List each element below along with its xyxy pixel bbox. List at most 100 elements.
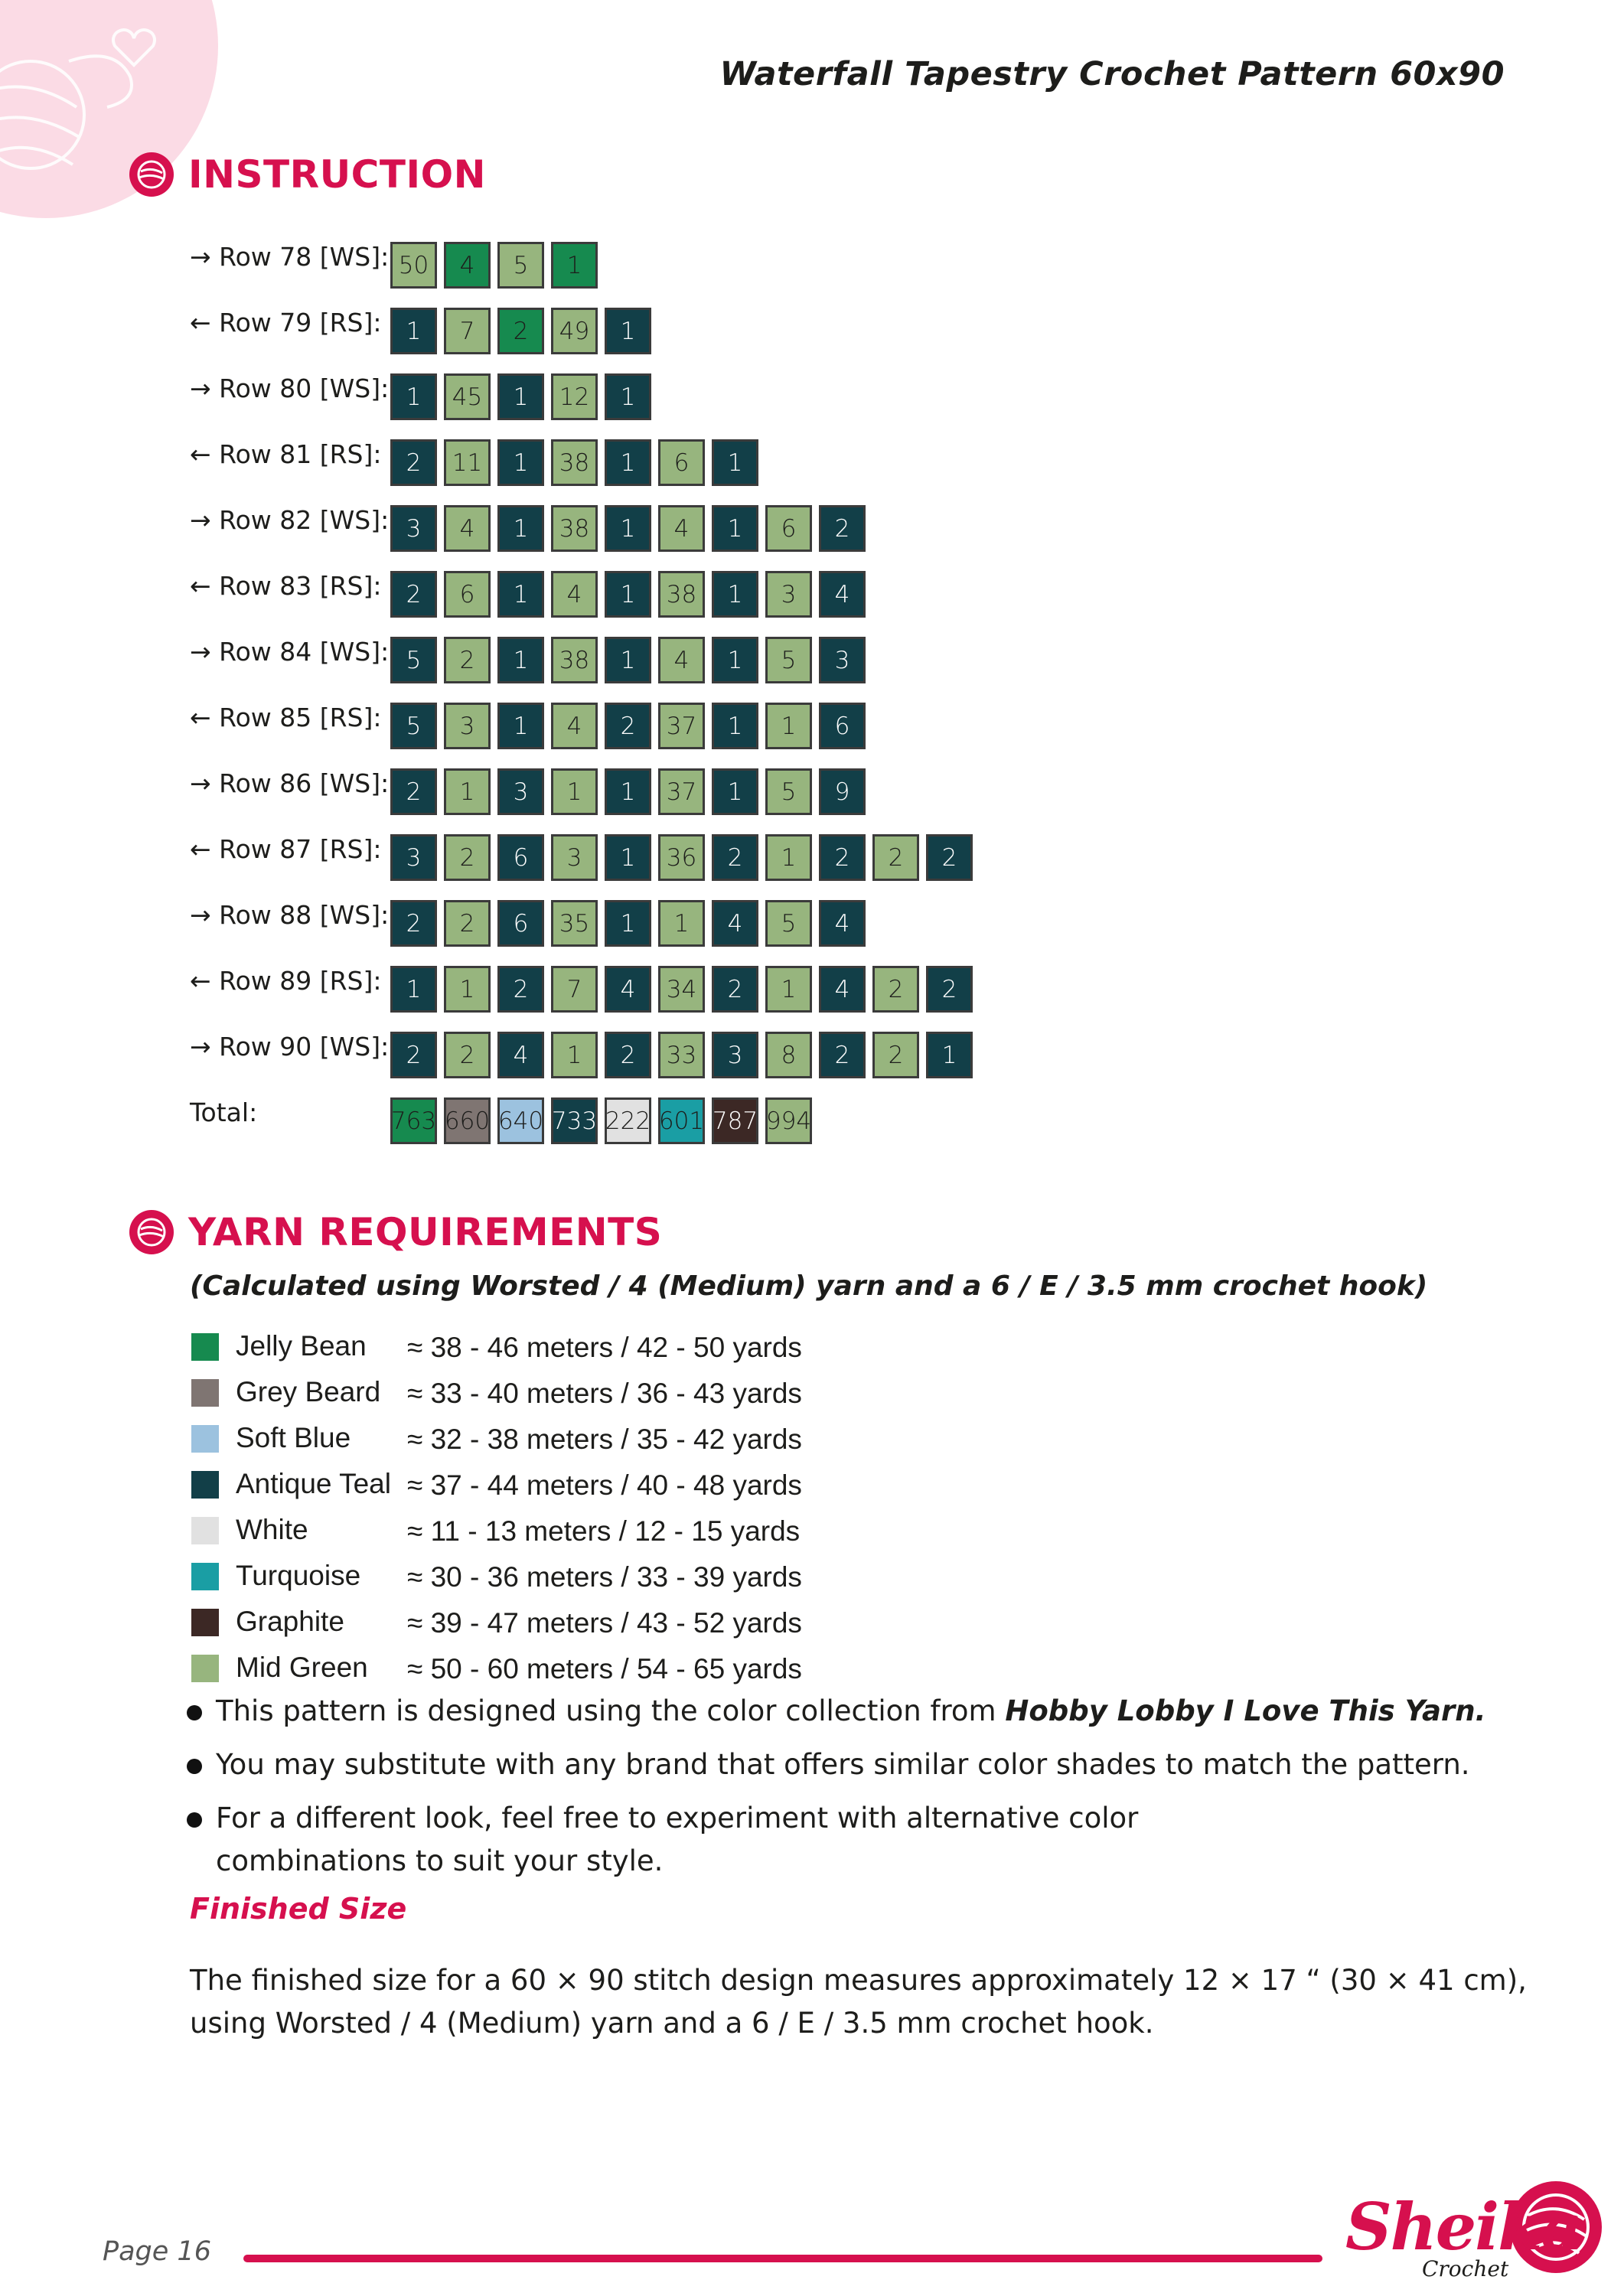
row-label: ← Row 87 [RS]:: [190, 834, 382, 864]
row-cells: 2 2 4 1 2 33 3 8 2 2 1: [390, 1032, 980, 1078]
stitch-count-cell: 5: [765, 768, 812, 815]
stitch-count-cell: 38: [551, 505, 598, 552]
stitch-count-cell: 2: [872, 1032, 919, 1078]
stitch-count-cell: 38: [658, 571, 705, 618]
stitch-count-cell: 1: [497, 703, 544, 749]
stitch-count-cell: 6: [658, 439, 705, 486]
yarn-amount: ≈ 11 - 13 meters / 12 - 15 yards: [407, 1515, 801, 1547]
stitch-count-cell: 50: [390, 242, 437, 289]
stitch-count-cell: 2: [819, 1032, 866, 1078]
stitch-count-cell: 5: [497, 242, 544, 289]
stitch-count-cell: 1: [712, 768, 758, 815]
row-cells: 1 45 1 12 1: [390, 373, 658, 420]
stitch-count-cell: 34: [658, 966, 705, 1013]
stitch-count-cell: 640: [497, 1097, 544, 1144]
stitch-count-cell: 5: [390, 703, 437, 749]
footer-divider: [243, 2255, 1322, 2262]
stitch-count-cell: 6: [497, 834, 544, 881]
stitch-count-cell: 1: [658, 900, 705, 947]
row-cells: 3 2 6 3 1 36 2 1 2 2 2: [390, 834, 980, 881]
stitch-count-cell: 2: [819, 505, 866, 552]
stitch-count-cell: 4: [819, 966, 866, 1013]
stitch-count-cell: 1: [926, 1032, 973, 1078]
stitch-count-cell: 2: [444, 900, 491, 947]
color-swatch: [191, 1563, 219, 1590]
stitch-count-cell: 49: [551, 308, 598, 354]
stitch-count-cell: 1: [605, 439, 651, 486]
yarn-color-name: White: [236, 1514, 308, 1545]
stitch-count-cell: 2: [444, 834, 491, 881]
stitch-count-cell: 994: [765, 1097, 812, 1144]
stitch-count-cell: 1: [605, 308, 651, 354]
note-brand: Hobby Lobby I Love This Yarn.: [1005, 1694, 1486, 1727]
stitch-count-cell: 1: [497, 637, 544, 683]
stitch-count-cell: 38: [551, 439, 598, 486]
stitch-count-cell: 3: [444, 703, 491, 749]
stitch-count-cell: 1: [444, 966, 491, 1013]
logo-subtext: Crochet: [1422, 2256, 1509, 2281]
stitch-count-cell: 733: [551, 1097, 598, 1144]
stitch-count-cell: 2: [390, 768, 437, 815]
stitch-count-cell: 2: [926, 834, 973, 881]
color-swatch: [191, 1609, 219, 1636]
stitch-count-cell: 601: [658, 1097, 705, 1144]
notes-list: This pattern is designed using the color…: [184, 1690, 1531, 1893]
row-label: ← Row 85 [RS]:: [190, 703, 382, 732]
stitch-count-cell: 1: [712, 439, 758, 486]
stitch-count-cell: 5: [765, 900, 812, 947]
row-label: → Row 78 [WS]:: [190, 242, 390, 272]
note-text: You may substitute with any brand that o…: [216, 1748, 1470, 1781]
stitch-count-cell: 7: [551, 966, 598, 1013]
yarn-color-name: Antique Teal: [236, 1468, 391, 1499]
yarn-amount: ≈ 50 - 60 meters / 54 - 65 yards: [407, 1653, 802, 1684]
stitch-count-cell: 2: [497, 966, 544, 1013]
stitch-count-cell: 8: [765, 1032, 812, 1078]
row-cells: 2 1 3 1 1 37 1 5 9: [390, 768, 872, 815]
stitch-count-cell: 2: [390, 1032, 437, 1078]
stitch-count-cell: 3: [390, 834, 437, 881]
row-label: ← Row 83 [RS]:: [190, 571, 382, 601]
stitch-count-cell: 3: [390, 505, 437, 552]
row-cells: 5 3 1 4 2 37 1 1 6: [390, 703, 872, 749]
stitch-count-cell: 1: [605, 768, 651, 815]
stitch-count-cell: 2: [444, 1032, 491, 1078]
note-text: For a different look, feel free to exper…: [216, 1802, 1139, 1877]
stitch-count-cell: 3: [819, 637, 866, 683]
stitch-count-cell: 2: [390, 439, 437, 486]
row-label: → Row 82 [WS]:: [190, 505, 390, 535]
stitch-count-cell: 3: [551, 834, 598, 881]
stitch-count-cell: 38: [551, 637, 598, 683]
bullet-dot-icon: [187, 1759, 202, 1774]
stitch-count-cell: 1: [497, 373, 544, 420]
stitch-count-cell: 222: [605, 1097, 651, 1144]
stitch-count-cell: 7: [444, 308, 491, 354]
stitch-count-cell: 45: [444, 373, 491, 420]
stitch-count-cell: 1: [765, 966, 812, 1013]
stitch-count-cell: 2: [605, 1032, 651, 1078]
note-item: You may substitute with any brand that o…: [184, 1743, 1531, 1786]
yarn-requirements-heading: YARN REQUIREMENTS: [129, 1209, 662, 1255]
finished-size-title: Finished Size: [190, 1892, 407, 1926]
stitch-count-cell: 2: [872, 834, 919, 881]
stitch-count-cell: 1: [712, 703, 758, 749]
stitch-count-cell: 1: [765, 703, 812, 749]
color-swatch: [191, 1655, 219, 1682]
row-label: Total:: [190, 1097, 258, 1127]
stitch-count-cell: 6: [497, 900, 544, 947]
yarn-color-name: Jelly Bean: [236, 1330, 367, 1362]
yarn-amount: ≈ 38 - 46 meters / 42 - 50 yards: [407, 1332, 802, 1363]
stitch-count-cell: 4: [497, 1032, 544, 1078]
yarn-amount: ≈ 39 - 47 meters / 43 - 52 yards: [407, 1607, 802, 1639]
stitch-count-cell: 2: [390, 571, 437, 618]
stitch-count-cell: 660: [444, 1097, 491, 1144]
yarn-subtitle: (Calculated using Worsted / 4 (Medium) y…: [190, 1270, 1428, 1302]
row-cells: 1 7 2 49 1: [390, 308, 658, 354]
stitch-count-cell: 4: [444, 242, 491, 289]
stitch-count-cell: 4: [819, 900, 866, 947]
row-label: → Row 90 [WS]:: [190, 1032, 390, 1062]
stitch-count-cell: 37: [658, 703, 705, 749]
stitch-count-cell: 1: [605, 373, 651, 420]
stitch-count-cell: 2: [390, 900, 437, 947]
stitch-count-cell: 37: [658, 768, 705, 815]
yarn-badge-icon: [129, 1210, 174, 1254]
